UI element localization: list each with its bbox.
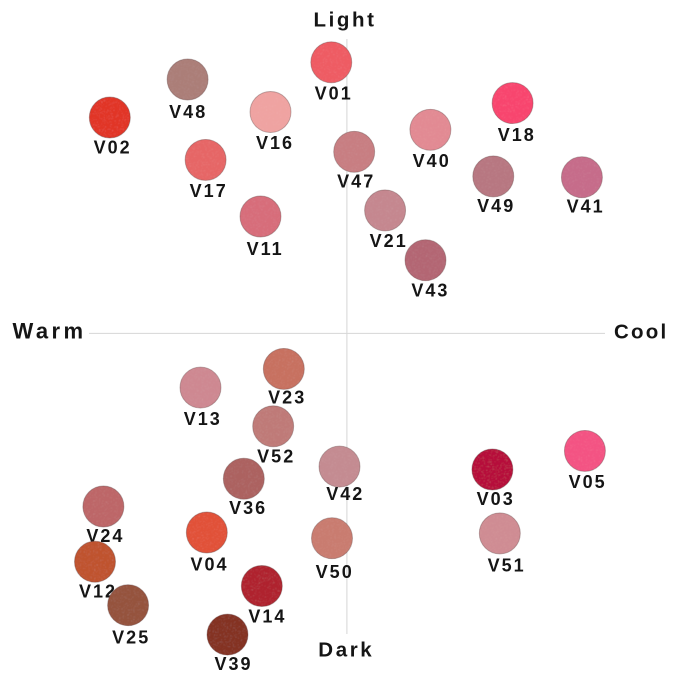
svg-text:Cool: Cool — [614, 320, 668, 343]
svg-text:V16: V16 — [256, 133, 294, 153]
svg-text:V17: V17 — [190, 181, 228, 201]
svg-text:V01: V01 — [315, 84, 353, 104]
svg-text:Light: Light — [313, 9, 376, 32]
svg-text:V40: V40 — [413, 151, 451, 171]
svg-text:V50: V50 — [316, 562, 354, 582]
svg-text:V52: V52 — [257, 447, 295, 467]
svg-text:V25: V25 — [112, 628, 150, 648]
svg-text:V12: V12 — [79, 581, 117, 601]
svg-text:Dark: Dark — [318, 639, 374, 662]
svg-text:V36: V36 — [229, 498, 267, 518]
svg-text:V18: V18 — [498, 125, 536, 145]
svg-text:V48: V48 — [169, 102, 207, 122]
svg-text:V03: V03 — [477, 489, 515, 509]
svg-text:V11: V11 — [247, 239, 284, 259]
svg-text:V02: V02 — [94, 138, 132, 158]
svg-text:V13: V13 — [184, 409, 222, 429]
svg-text:V42: V42 — [326, 484, 364, 504]
svg-text:V04: V04 — [190, 555, 228, 575]
svg-text:V14: V14 — [248, 607, 286, 627]
svg-text:V41: V41 — [567, 197, 605, 217]
svg-text:V43: V43 — [411, 280, 449, 300]
svg-text:V21: V21 — [370, 231, 408, 251]
svg-text:V23: V23 — [268, 387, 306, 407]
svg-text:V47: V47 — [337, 172, 375, 192]
svg-text:V39: V39 — [214, 654, 252, 674]
svg-text:V05: V05 — [569, 472, 607, 492]
svg-text:V49: V49 — [477, 196, 515, 216]
svg-text:Warm: Warm — [13, 318, 87, 343]
svg-text:V51: V51 — [488, 555, 526, 575]
